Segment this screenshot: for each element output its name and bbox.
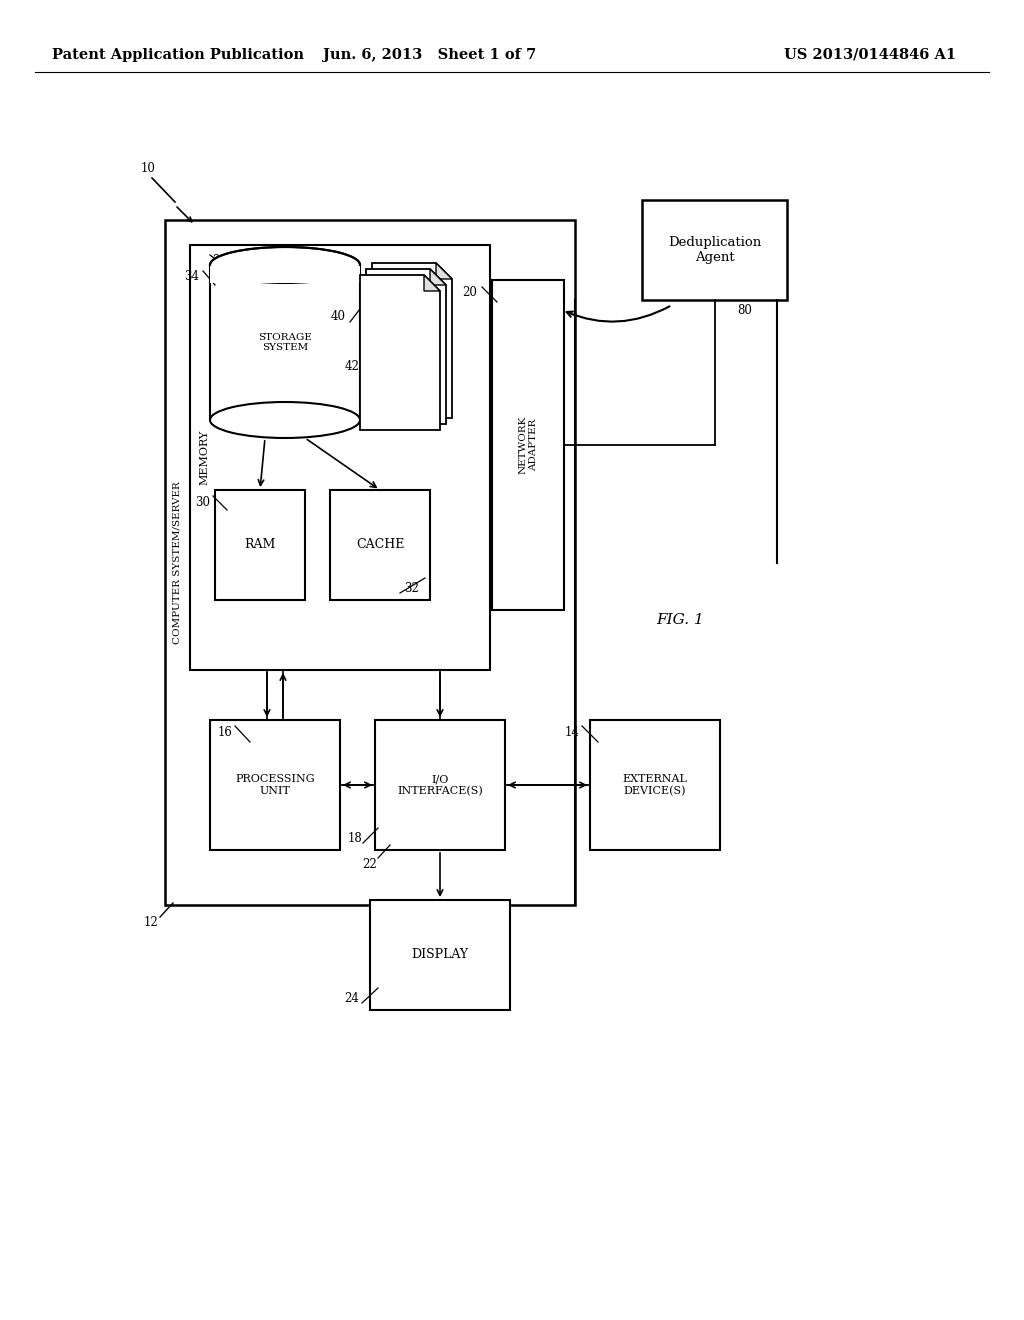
Ellipse shape [210,403,360,438]
Bar [642,201,787,300]
Text: 22: 22 [362,858,378,870]
Text: EXTERNAL
DEVICE(S): EXTERNAL DEVICE(S) [623,774,687,796]
Text: 80: 80 [737,304,752,317]
Text: NETWORK
ADAPTER: NETWORK ADAPTER [518,416,538,474]
Polygon shape [436,263,452,279]
Bar [210,719,340,850]
Bar [375,719,505,850]
Bar [190,246,490,671]
Text: MEMORY: MEMORY [199,430,209,486]
Bar [210,265,360,282]
Polygon shape [430,269,446,285]
Text: DISPLAY: DISPLAY [412,949,469,961]
Text: RAM: RAM [245,539,275,552]
Text: COMPUTER SYSTEM/SERVER: COMPUTER SYSTEM/SERVER [172,480,181,644]
Text: 10: 10 [140,161,156,174]
Text: 20: 20 [463,285,477,298]
Bar [165,220,575,906]
Bar [330,490,430,601]
Text: 30: 30 [195,495,210,508]
Text: Patent Application Publication: Patent Application Publication [52,48,304,62]
Text: Deduplication
Agent: Deduplication Agent [668,236,761,264]
Text: 18: 18 [347,832,362,845]
Text: 32: 32 [404,582,420,594]
Bar [590,719,720,850]
Ellipse shape [210,247,360,282]
Text: 12: 12 [143,916,159,929]
Polygon shape [366,269,446,424]
Text: CACHE: CACHE [355,539,404,552]
Text: PROCESSING
UNIT: PROCESSING UNIT [236,775,314,796]
Text: 14: 14 [564,726,580,738]
Text: 28: 28 [213,255,227,268]
Text: 16: 16 [217,726,232,738]
Text: I/O
INTERFACE(S): I/O INTERFACE(S) [397,774,483,796]
Text: 40: 40 [331,310,345,323]
Text: FIG. 1: FIG. 1 [656,612,703,627]
Bar [215,490,305,601]
Text: STORAGE
SYSTEM: STORAGE SYSTEM [258,333,312,352]
Text: 42: 42 [344,360,359,374]
Polygon shape [372,263,452,418]
Bar [370,900,510,1010]
Polygon shape [360,275,440,430]
Polygon shape [424,275,440,290]
Text: US 2013/0144846 A1: US 2013/0144846 A1 [784,48,956,62]
Bar [492,280,564,610]
Text: Jun. 6, 2013   Sheet 1 of 7: Jun. 6, 2013 Sheet 1 of 7 [324,48,537,62]
Text: 34: 34 [184,271,200,284]
Text: 24: 24 [344,991,359,1005]
